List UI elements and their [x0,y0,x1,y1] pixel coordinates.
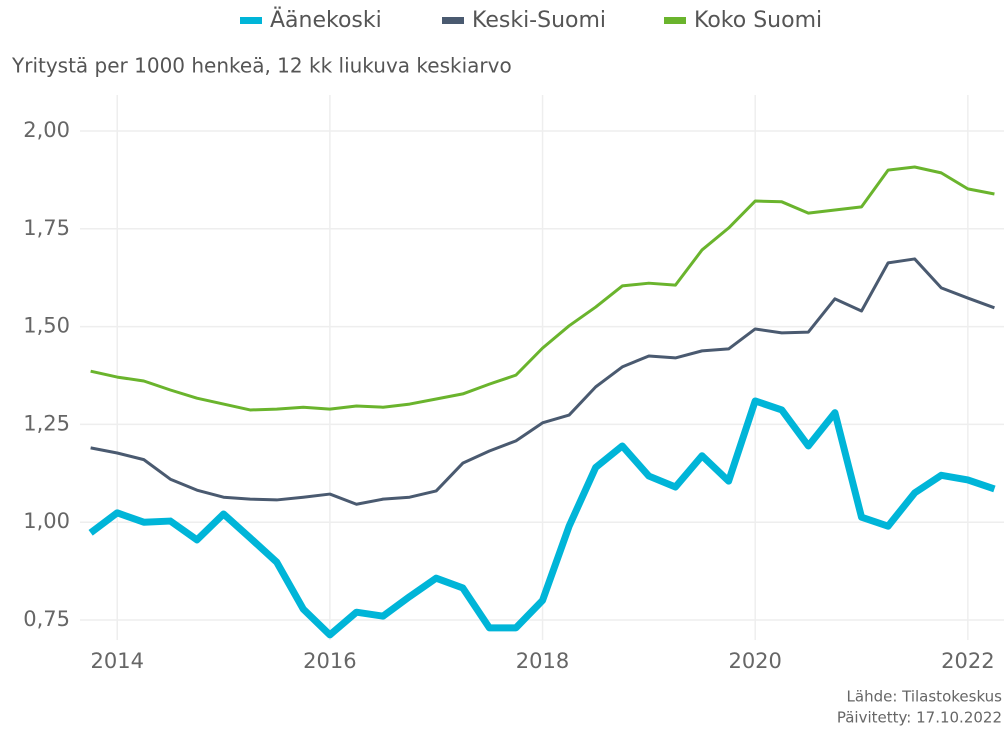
legend-label: Keski-Suomi [472,8,606,33]
x-tick-label: 2018 [516,649,569,673]
legend-swatch [240,17,262,24]
legend-swatch [442,17,464,24]
update-note: Päivitetty: 17.10.2022 [837,709,1002,727]
series-line [88,397,996,639]
legend-label: Koko Suomi [694,8,822,33]
x-tick-label: 2016 [303,649,356,673]
y-tick-label: 1,00 [23,509,70,533]
chart-subtitle: Yritystä per 1000 henkeä, 12 kk liukuva … [11,54,512,78]
y-tick-label: 2,00 [23,118,70,142]
x-tick-label: 2014 [90,649,143,673]
y-tick-label: 1,50 [23,314,70,338]
legend-label: Äänekoski [270,7,382,33]
legend-swatch [664,17,686,24]
series-line [90,165,995,412]
y-tick-label: 1,25 [23,411,70,435]
x-tick-label: 2020 [728,649,781,673]
y-tick-label: 0,75 [23,607,70,631]
source-note: Lähde: Tilastokeskus [847,688,1003,706]
y-tick-label: 1,75 [23,216,70,240]
x-tick-label: 2022 [941,649,994,673]
series-line [90,257,995,506]
